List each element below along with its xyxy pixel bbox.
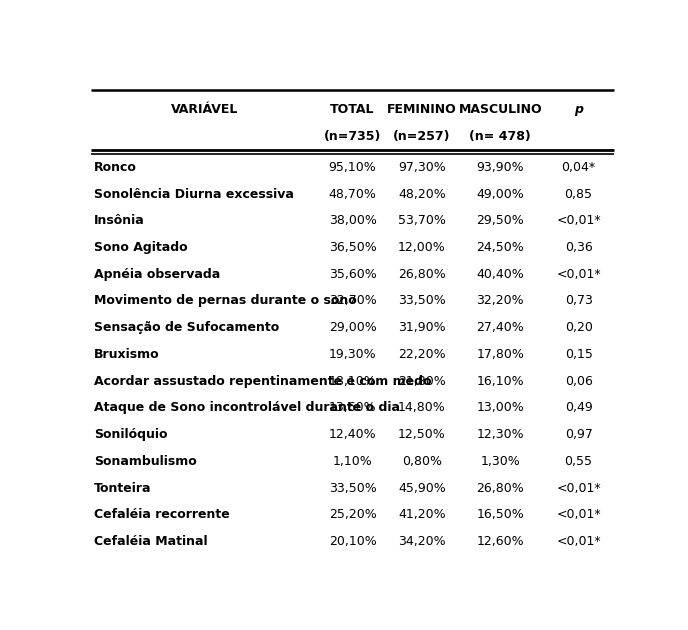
Text: Cefaléia recorrente: Cefaléia recorrente [94, 508, 230, 521]
Text: 12,50%: 12,50% [398, 428, 446, 441]
Text: <0,01*: <0,01* [557, 268, 601, 281]
Text: <0,01*: <0,01* [557, 535, 601, 548]
Text: 19,30%: 19,30% [329, 348, 376, 361]
Text: 34,20%: 34,20% [398, 535, 446, 548]
Text: Ataque de Sono incontrolável durante o dia: Ataque de Sono incontrolável durante o d… [94, 401, 400, 415]
Text: 14,80%: 14,80% [398, 401, 446, 415]
Text: Tonteira: Tonteira [94, 481, 151, 495]
Text: 95,10%: 95,10% [329, 161, 376, 174]
Text: 13,60%: 13,60% [329, 401, 376, 415]
Text: 0,49: 0,49 [565, 401, 592, 415]
Text: TOTAL: TOTAL [330, 103, 375, 116]
Text: 33,50%: 33,50% [398, 294, 446, 307]
Text: 93,90%: 93,90% [476, 161, 524, 174]
Text: 33,50%: 33,50% [329, 481, 376, 495]
Text: (n=257): (n=257) [393, 130, 451, 144]
Text: 27,40%: 27,40% [476, 321, 524, 334]
Text: 22,20%: 22,20% [398, 348, 446, 361]
Text: 53,70%: 53,70% [398, 214, 446, 227]
Text: Bruxismo: Bruxismo [94, 348, 160, 361]
Text: 17,80%: 17,80% [476, 348, 524, 361]
Text: 38,00%: 38,00% [329, 214, 376, 227]
Text: 31,90%: 31,90% [398, 321, 446, 334]
Text: 16,10%: 16,10% [476, 375, 524, 387]
Text: 0,15: 0,15 [565, 348, 592, 361]
Text: 35,60%: 35,60% [329, 268, 376, 281]
Text: Sonilóquio: Sonilóquio [94, 428, 167, 441]
Text: 12,00%: 12,00% [398, 241, 446, 254]
Text: 21,80%: 21,80% [398, 375, 446, 387]
Text: p: p [574, 103, 583, 116]
Text: 41,20%: 41,20% [398, 508, 446, 521]
Text: Sonambulismo: Sonambulismo [94, 455, 197, 468]
Text: MASCULINO: MASCULINO [458, 103, 542, 116]
Text: Insônia: Insônia [94, 214, 144, 227]
Text: 32,70%: 32,70% [329, 294, 376, 307]
Text: 0,06: 0,06 [565, 375, 592, 387]
Text: 0,80%: 0,80% [402, 455, 442, 468]
Text: 0,85: 0,85 [565, 188, 592, 200]
Text: VARIÁVEL: VARIÁVEL [171, 103, 239, 116]
Text: 0,20: 0,20 [565, 321, 592, 334]
Text: 48,70%: 48,70% [329, 188, 376, 200]
Text: 40,40%: 40,40% [476, 268, 524, 281]
Text: 12,60%: 12,60% [476, 535, 524, 548]
Text: 13,00%: 13,00% [476, 401, 524, 415]
Text: <0,01*: <0,01* [557, 214, 601, 227]
Text: 0,97: 0,97 [565, 428, 592, 441]
Text: 12,40%: 12,40% [329, 428, 376, 441]
Text: Acordar assustado repentinamente e com medo: Acordar assustado repentinamente e com m… [94, 375, 431, 387]
Text: 0,73: 0,73 [565, 294, 592, 307]
Text: 20,10%: 20,10% [329, 535, 376, 548]
Text: (n= 478): (n= 478) [469, 130, 531, 144]
Text: Sono Agitado: Sono Agitado [94, 241, 188, 254]
Text: 36,50%: 36,50% [329, 241, 376, 254]
Text: 1,30%: 1,30% [480, 455, 520, 468]
Text: 97,30%: 97,30% [398, 161, 446, 174]
Text: 48,20%: 48,20% [398, 188, 446, 200]
Text: 24,50%: 24,50% [476, 241, 524, 254]
Text: 25,20%: 25,20% [329, 508, 376, 521]
Text: (n=735): (n=735) [324, 130, 381, 144]
Text: Sonolência Diurna excessiva: Sonolência Diurna excessiva [94, 188, 294, 200]
Text: 0,55: 0,55 [565, 455, 592, 468]
Text: 0,36: 0,36 [565, 241, 592, 254]
Text: 29,00%: 29,00% [329, 321, 376, 334]
Text: 18,10%: 18,10% [329, 375, 376, 387]
Text: 26,80%: 26,80% [398, 268, 446, 281]
Text: Movimento de pernas durante o sono: Movimento de pernas durante o sono [94, 294, 357, 307]
Text: Apnéia observada: Apnéia observada [94, 268, 220, 281]
Text: 32,20%: 32,20% [476, 294, 524, 307]
Text: Ronco: Ronco [94, 161, 137, 174]
Text: 29,50%: 29,50% [476, 214, 524, 227]
Text: Sensação de Sufocamento: Sensação de Sufocamento [94, 321, 279, 334]
Text: 16,50%: 16,50% [476, 508, 524, 521]
Text: 49,00%: 49,00% [476, 188, 524, 200]
Text: 1,10%: 1,10% [333, 455, 372, 468]
Text: 0,04*: 0,04* [561, 161, 596, 174]
Text: <0,01*: <0,01* [557, 508, 601, 521]
Text: Cefaléia Matinal: Cefaléia Matinal [94, 535, 208, 548]
Text: 45,90%: 45,90% [398, 481, 446, 495]
Text: <0,01*: <0,01* [557, 481, 601, 495]
Text: 26,80%: 26,80% [476, 481, 524, 495]
Text: 12,30%: 12,30% [476, 428, 524, 441]
Text: FEMININO: FEMININO [387, 103, 457, 116]
